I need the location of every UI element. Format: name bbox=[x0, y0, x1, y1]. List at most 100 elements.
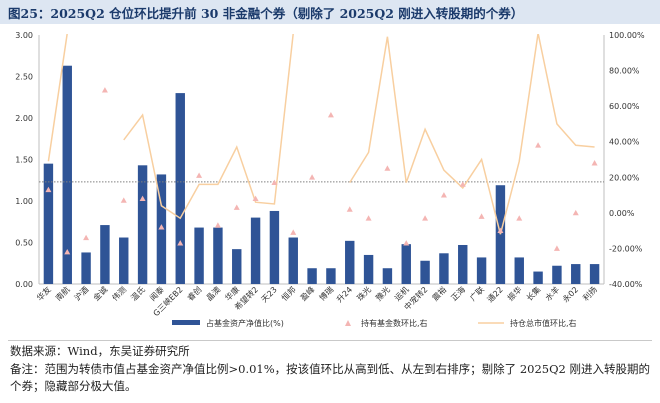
bar bbox=[571, 264, 581, 284]
bar bbox=[137, 165, 148, 284]
category-label: 正海 bbox=[449, 284, 467, 302]
scatter-point bbox=[384, 165, 391, 171]
left-tick-label: 2.50 bbox=[15, 73, 33, 82]
category-label: 伟测 bbox=[110, 284, 128, 302]
legend-line-label: 持仓总市值环比,右 bbox=[510, 318, 577, 328]
category-label: 睿创 bbox=[185, 284, 203, 302]
line-series-segment bbox=[47, 34, 68, 162]
category-label: 珠光 bbox=[355, 284, 373, 302]
right-tick-label: -20.00% bbox=[609, 244, 643, 253]
category-label: 震裕 bbox=[430, 284, 448, 302]
category-label: 博瑞 bbox=[317, 284, 335, 302]
scatter-point bbox=[422, 215, 429, 221]
left-tick-label: 0.00 bbox=[15, 280, 33, 289]
bar bbox=[382, 268, 393, 284]
bar bbox=[363, 254, 374, 284]
bar bbox=[62, 65, 72, 285]
data-source-note: 数据来源：Wind，东吴证券研究所 bbox=[10, 344, 190, 358]
bar bbox=[250, 217, 261, 284]
line-series-segment bbox=[349, 34, 595, 235]
scatter-point bbox=[553, 245, 560, 251]
legend-triangle-swatch bbox=[345, 320, 351, 326]
bar bbox=[514, 257, 524, 284]
left-tick-label: 3.00 bbox=[15, 31, 33, 40]
scatter-point bbox=[64, 248, 71, 255]
bar bbox=[100, 225, 110, 284]
left-tick-label: 1.00 bbox=[15, 197, 33, 206]
scatter-point bbox=[196, 172, 203, 178]
legend-triangle-label: 持有基金数环比,右 bbox=[361, 318, 428, 328]
bar bbox=[232, 249, 242, 284]
bar bbox=[307, 268, 317, 284]
category-label: 通22 bbox=[485, 284, 505, 304]
scatter-point bbox=[478, 213, 485, 219]
bar bbox=[345, 240, 355, 284]
scatter-point bbox=[233, 204, 240, 210]
scatter-point bbox=[516, 215, 523, 221]
bar bbox=[326, 268, 336, 284]
scatter-point bbox=[214, 222, 221, 228]
figure-title-bar: 图25：2025Q2 仓位环比提升前 30 非金融个券（剔除了 2025Q2 刚… bbox=[0, 0, 660, 24]
scatter-point bbox=[290, 229, 297, 235]
bar bbox=[81, 252, 91, 284]
bar bbox=[495, 185, 506, 284]
category-label: 华友 bbox=[34, 284, 52, 302]
right-tick-label: 40.00% bbox=[609, 138, 640, 147]
scatter-point bbox=[139, 195, 146, 202]
chart: 0.00 0.50 1.00 1.50 2.00 2.50 3.00 -40.00% -20.0… bbox=[15, 31, 645, 328]
bar bbox=[213, 227, 223, 284]
left-tick-label: 1.50 bbox=[15, 156, 33, 165]
category-label: 豫光 bbox=[373, 284, 391, 302]
bar bbox=[175, 93, 185, 284]
scatter-point bbox=[535, 142, 542, 148]
category-label: 永02 bbox=[560, 284, 580, 304]
scatter-point bbox=[309, 174, 316, 180]
scatter-point bbox=[101, 87, 108, 93]
scatter-point bbox=[327, 112, 334, 118]
bar bbox=[43, 163, 54, 284]
right-tick-label: -40.00% bbox=[609, 280, 643, 289]
category-label: 金诚 bbox=[91, 284, 109, 302]
scatter-point bbox=[271, 179, 278, 186]
category-label: 南航 bbox=[53, 284, 71, 302]
category-label: 恒邦 bbox=[279, 284, 297, 302]
scatter-point bbox=[177, 240, 184, 246]
bar bbox=[589, 264, 600, 284]
scatter-point bbox=[365, 215, 372, 221]
scatter-point bbox=[346, 206, 353, 212]
scatter-point bbox=[440, 192, 447, 198]
scatter-point bbox=[459, 181, 466, 187]
bar bbox=[194, 227, 204, 284]
category-label: 晶澳 bbox=[204, 284, 222, 302]
category-label: 天23 bbox=[260, 285, 279, 304]
right-tick-label: 80.00% bbox=[609, 67, 640, 76]
scatter-point bbox=[403, 240, 410, 246]
right-tick-label: 20.00% bbox=[609, 173, 640, 182]
scatter-point bbox=[83, 234, 90, 241]
category-label: 利扬 bbox=[581, 284, 599, 302]
bar bbox=[288, 237, 298, 284]
category-label: 盈峰 bbox=[298, 284, 316, 302]
line-series-segment bbox=[123, 34, 294, 220]
category-label: 温氏 bbox=[129, 285, 147, 303]
left-tick-label: 2.00 bbox=[15, 114, 33, 123]
scatter-point bbox=[45, 186, 52, 193]
scatter-point bbox=[120, 197, 127, 203]
legend-bar-swatch bbox=[172, 320, 200, 325]
legend-bar-label: 占基金资产净值比(%) bbox=[206, 318, 284, 328]
bar bbox=[269, 210, 280, 284]
scatter-point bbox=[591, 160, 598, 166]
category-label: 长集 bbox=[524, 284, 542, 302]
remark-note: 备注：范围为转债市值占基金资产净值比例>0.01%，按该值环比从高到低、从左到右… bbox=[10, 362, 650, 393]
bar bbox=[401, 244, 411, 284]
category-label: 水羊 bbox=[543, 284, 561, 302]
category-label: 沪酒 bbox=[72, 284, 90, 302]
bar bbox=[439, 253, 449, 284]
right-tick-label: 100.00% bbox=[609, 31, 645, 40]
left-tick-label: 0.50 bbox=[15, 239, 33, 248]
bar bbox=[119, 237, 129, 284]
scatter-point bbox=[572, 209, 579, 216]
right-tick-label: 0.00% bbox=[609, 209, 635, 218]
scatter-point bbox=[497, 227, 504, 234]
bar bbox=[552, 265, 562, 284]
